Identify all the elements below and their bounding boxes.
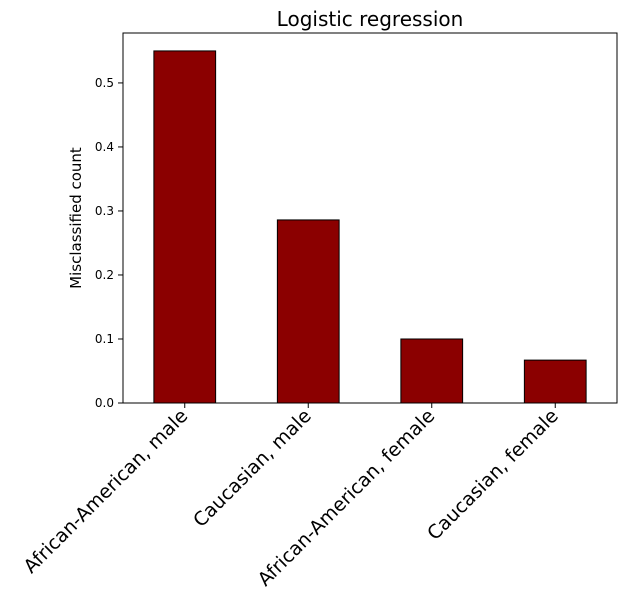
bar	[153, 50, 217, 404]
bar	[523, 359, 587, 404]
y-tick-label: 0.4	[95, 140, 114, 154]
x-tick-label: African-American, male	[20, 405, 193, 578]
x-tick-label: Caucasian, female	[423, 405, 563, 545]
y-tick-label: 0.3	[95, 204, 114, 218]
bar	[276, 219, 340, 404]
y-axis: 0.0 0.1 0.2 0.3 0.4 0.5	[95, 76, 123, 410]
y-tick-label: 0.5	[95, 76, 114, 90]
x-tick-label: Caucasian, male	[189, 405, 316, 532]
y-tick-label: 0.0	[95, 396, 114, 410]
y-axis-label: Misclassified count	[67, 147, 85, 289]
chart-title: Logistic regression	[277, 7, 464, 31]
bar	[400, 338, 464, 404]
bars-group	[153, 50, 587, 404]
y-tick-label: 0.2	[95, 268, 114, 282]
y-tick-label: 0.1	[95, 332, 114, 346]
plot-frame	[122, 32, 618, 404]
